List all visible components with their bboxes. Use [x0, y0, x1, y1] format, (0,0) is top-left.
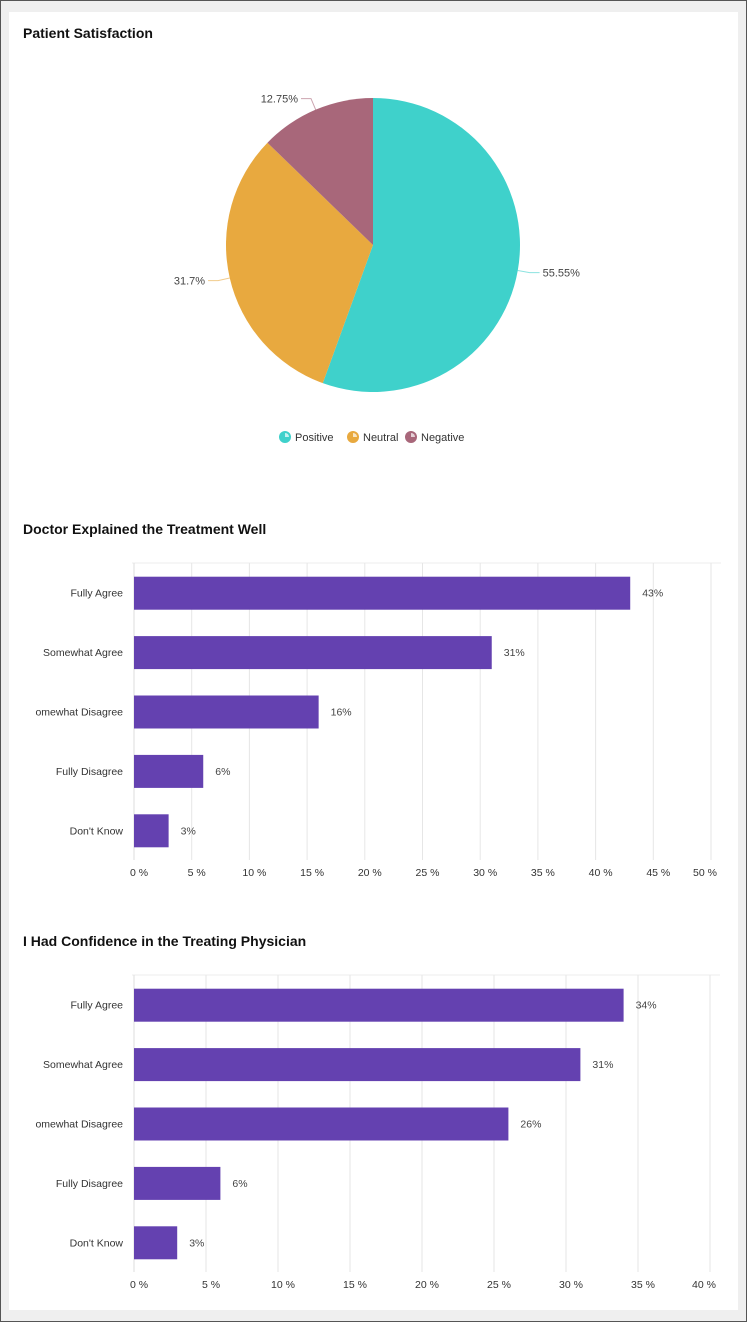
bar-data-label: 6% [232, 1178, 247, 1190]
pie-data-label: 55.55% [543, 268, 581, 280]
x-tick-label: 20 % [358, 867, 382, 879]
bar-chart-1-title: Doctor Explained the Treatment Well [23, 521, 267, 537]
x-tick-label: 30 % [473, 867, 497, 879]
bar-chart-2-title: I Had Confidence in the Treating Physici… [23, 933, 307, 949]
x-tick-label: 30 % [559, 1279, 583, 1291]
y-category-label: Somewhat Agree [43, 647, 123, 659]
bar-data-label: 43% [642, 588, 663, 600]
y-category-label: omewhat Disagree [35, 1119, 123, 1131]
bar-data-label: 31% [504, 647, 525, 659]
y-category-label: Don't Know [70, 1237, 124, 1249]
x-tick-label: 10 % [271, 1279, 295, 1291]
x-tick-label: 0 % [130, 867, 148, 879]
y-category-label: Fully Disagree [56, 766, 123, 778]
bar-don-t-know [134, 814, 169, 848]
x-tick-label: 5 % [188, 867, 206, 879]
bar-data-label: 6% [215, 766, 230, 778]
bar-fully-disagree [134, 754, 204, 788]
y-category-label: omewhat Disagree [35, 707, 123, 719]
x-tick-label: 20 % [415, 1279, 439, 1291]
y-category-label: Fully Agree [70, 1000, 123, 1012]
x-tick-label: 50 % [693, 867, 717, 879]
legend-pie-icon-wedge [353, 433, 357, 437]
x-tick-label: 25 % [487, 1279, 511, 1291]
x-tick-label: 10 % [242, 867, 266, 879]
x-tick-label: 40 % [692, 1279, 716, 1291]
bar-data-label: 3% [189, 1237, 204, 1249]
pie-data-label: 31.7% [174, 276, 205, 288]
legend-item-negative: Negative [421, 432, 464, 444]
bar-data-label: 26% [520, 1119, 541, 1131]
bar-data-label: 3% [181, 825, 196, 837]
pie-leader-line [208, 277, 230, 282]
legend-pie-icon-wedge [285, 433, 289, 437]
bar-don-t-know [134, 1226, 178, 1260]
pie-slice-positive [322, 98, 521, 392]
x-tick-label: 15 % [343, 1279, 367, 1291]
y-category-label: Fully Disagree [56, 1178, 123, 1190]
x-tick-label: 40 % [589, 867, 613, 879]
x-tick-label: 5 % [202, 1279, 220, 1291]
y-category-label: Don't Know [70, 825, 124, 837]
bar-data-label: 31% [592, 1059, 613, 1071]
pie-data-label: 12.75% [261, 94, 299, 106]
pie-chart-title: Patient Satisfaction [23, 25, 153, 41]
x-tick-label: 0 % [130, 1279, 148, 1291]
legend-pie-icon-wedge [411, 433, 415, 437]
y-category-label: Fully Agree [70, 588, 123, 600]
x-tick-label: 35 % [631, 1279, 655, 1291]
bar-fully-agree [134, 988, 624, 1022]
x-tick-label: 45 % [646, 867, 670, 879]
bar-data-label: 16% [331, 707, 352, 719]
legend-item-neutral: Neutral [363, 432, 398, 444]
x-tick-label: 35 % [531, 867, 555, 879]
bar-fully-agree [134, 576, 631, 610]
y-category-label: Somewhat Agree [43, 1059, 123, 1071]
bar-omewhat-disagree [134, 1107, 509, 1141]
x-tick-label: 15 % [300, 867, 324, 879]
legend-item-positive: Positive [295, 432, 334, 444]
pie-slice-negative [267, 98, 373, 245]
bar-fully-disagree [134, 1166, 221, 1200]
pie-slice-neutral [226, 142, 373, 384]
pie-leader-line [517, 270, 540, 274]
bar-data-label: 34% [636, 1000, 657, 1012]
bar-omewhat-disagree [134, 695, 319, 729]
pie-leader-line [301, 98, 317, 110]
x-tick-label: 25 % [416, 867, 440, 879]
bar-somewhat-agree [134, 636, 492, 670]
bar-somewhat-agree [134, 1048, 581, 1082]
